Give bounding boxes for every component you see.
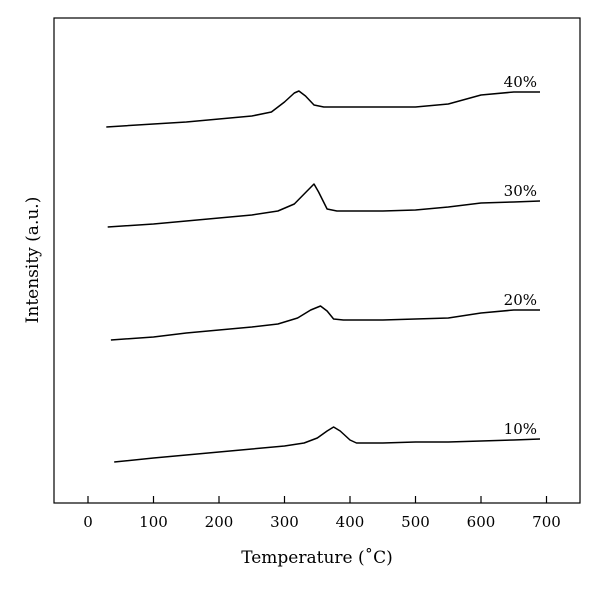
x-tick-label: 0	[83, 513, 93, 531]
series-line-40pct	[106, 90, 540, 128]
x-tick-label: 100	[139, 513, 168, 531]
x-tick-label: 200	[205, 513, 234, 531]
y-axis-title: Intensity (a.u.)	[23, 197, 43, 324]
plot-frame	[53, 17, 581, 504]
x-tick-label: 700	[532, 513, 561, 531]
x-tick-label: 600	[467, 513, 496, 531]
x-axis-ticks: 0 100 200 300 400 500 600 700	[83, 496, 561, 531]
series-line-30pct	[107, 183, 541, 228]
series-label-30pct: 30%	[504, 182, 537, 200]
series-label-10pct: 10%	[504, 420, 537, 438]
series-line-20pct	[110, 305, 540, 341]
series-line-10pct	[114, 426, 541, 463]
series-label-40pct: 40%	[504, 73, 537, 91]
x-tick-label: 300	[270, 513, 299, 531]
x-tick-label: 400	[336, 513, 365, 531]
x-tick-label: 500	[401, 513, 430, 531]
x-axis-title: Temperature (˚C)	[241, 548, 393, 568]
series-group: 10% 20% 30% 40%	[106, 73, 541, 463]
series-label-20pct: 20%	[504, 291, 537, 309]
